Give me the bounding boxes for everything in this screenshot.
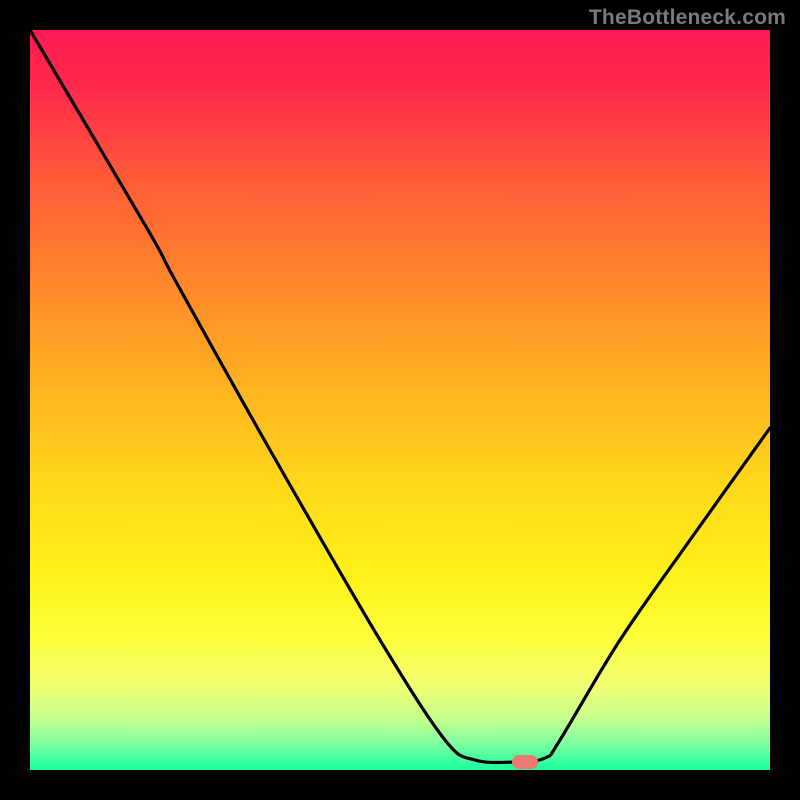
watermark-text: TheBottleneck.com [589, 6, 786, 30]
chart-stage: TheBottleneck.com [0, 0, 800, 800]
optimal-marker [512, 755, 538, 769]
plot-area [30, 30, 770, 770]
bottleneck-chart [0, 0, 800, 800]
